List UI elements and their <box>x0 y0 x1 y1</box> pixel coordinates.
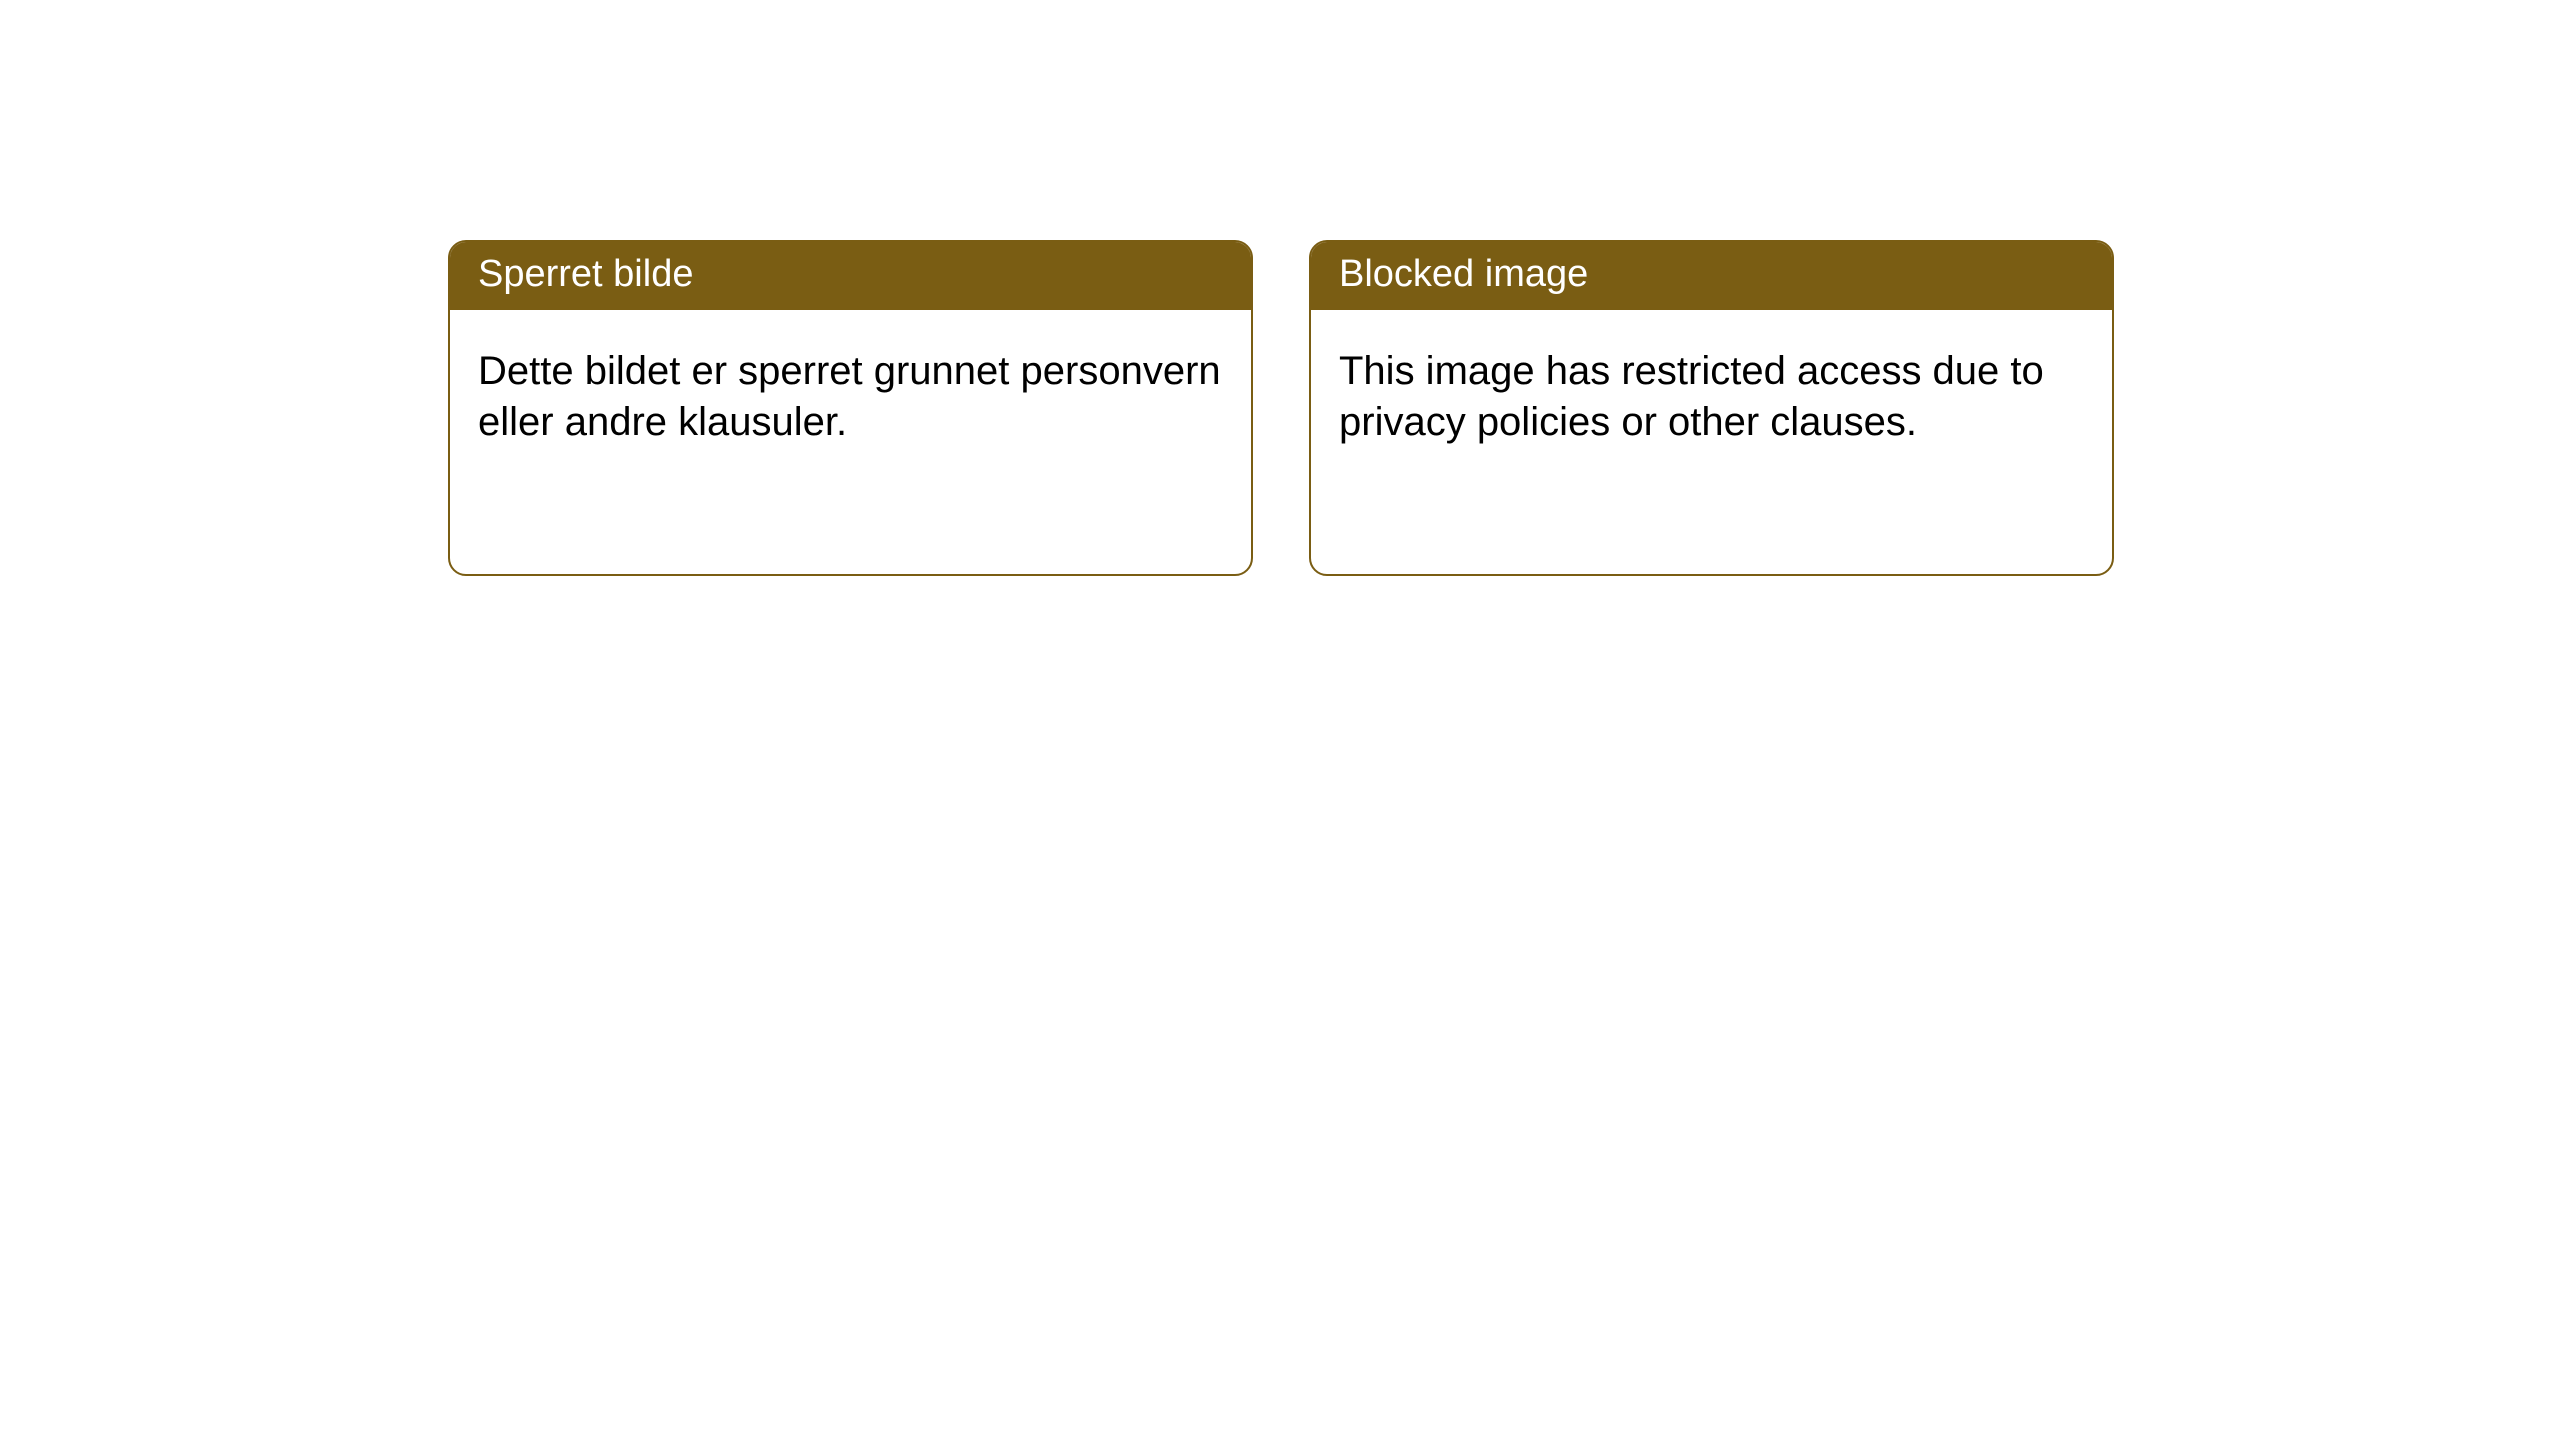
notice-body-english: This image has restricted access due to … <box>1311 310 2112 476</box>
notice-card-english: Blocked image This image has restricted … <box>1309 240 2114 576</box>
notice-title-english: Blocked image <box>1311 242 2112 310</box>
notice-title-norwegian: Sperret bilde <box>450 242 1251 310</box>
notice-body-norwegian: Dette bildet er sperret grunnet personve… <box>450 310 1251 476</box>
notice-card-norwegian: Sperret bilde Dette bildet er sperret gr… <box>448 240 1253 576</box>
notice-container: Sperret bilde Dette bildet er sperret gr… <box>0 0 2560 576</box>
